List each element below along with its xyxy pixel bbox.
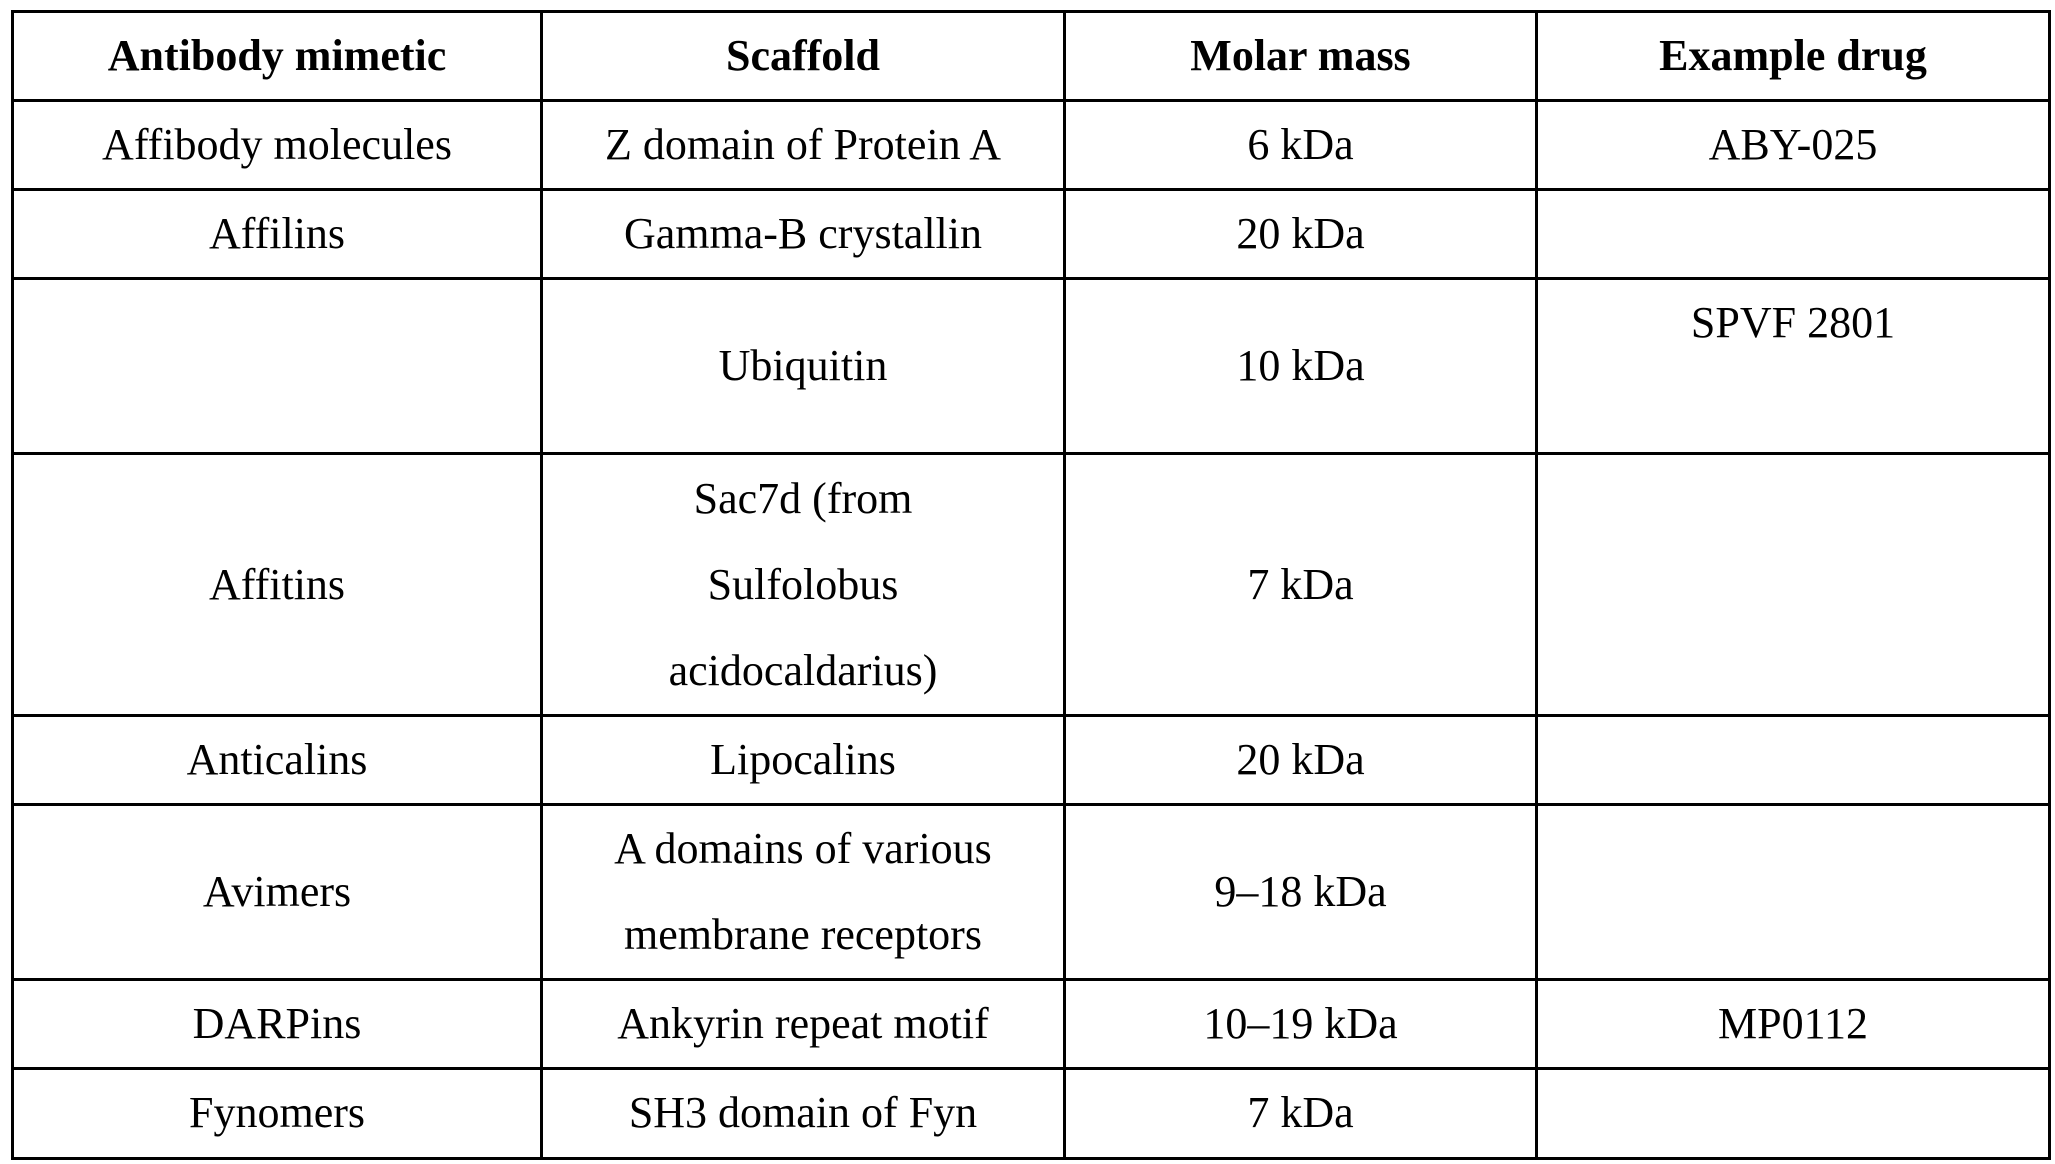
cell-drug: [1535, 714, 2051, 806]
cell-drug: [1535, 188, 2051, 280]
scaffold-line: membrane receptors: [624, 910, 982, 959]
cell-mass: 6 kDa: [1063, 99, 1538, 191]
table-row: Fynomers SH3 domain of Fyn 7 kDa: [11, 1067, 2051, 1160]
scaffold-line: SH3 domain of Fyn: [628, 1088, 978, 1137]
cell-mimetic: Fynomers: [11, 1067, 543, 1160]
cell-scaffold: Lipocalins: [540, 714, 1066, 806]
cell-drug: MP0112: [1535, 978, 2051, 1070]
table-row: Affitins Sac7d (from Sulfolobus acidocal…: [11, 452, 2051, 717]
cell-mass: 10 kDa: [1063, 277, 1538, 455]
scaffold-line: Sulfolobus: [707, 559, 899, 609]
scaffold-line: A domains of various: [614, 824, 992, 873]
scaffold-line: Ubiquitin: [718, 341, 888, 390]
scaffold-line: Z domain of Protein A: [605, 120, 1001, 169]
antibody-mimetics-table: Antibody mimetic Scaffold Molar mass Exa…: [11, 10, 2051, 1160]
cell-mass: 10–19 kDa: [1063, 978, 1538, 1070]
cell-mimetic: DARPins: [11, 978, 543, 1070]
cell-scaffold: Gamma-B crystallin: [540, 188, 1066, 280]
cell-drug: [1535, 452, 2051, 717]
cell-mimetic: Affilins: [11, 188, 543, 280]
table-row: Anticalins Lipocalins 20 kDa: [11, 714, 2051, 806]
scaffold-line: Lipocalins: [710, 735, 896, 784]
cell-scaffold: Ubiquitin: [540, 277, 1066, 455]
cell-scaffold: Ankyrin repeat motif: [540, 978, 1066, 1070]
table-row: Affibody molecules Z domain of Protein A…: [11, 99, 2051, 191]
header-antibody-mimetic: Antibody mimetic: [11, 10, 543, 102]
scaffold-line: Ankyrin repeat motif: [617, 999, 989, 1048]
cell-mass: 20 kDa: [1063, 188, 1538, 280]
header-scaffold: Scaffold: [540, 10, 1066, 102]
cell-scaffold: Sac7d (from Sulfolobus acidocaldarius): [540, 452, 1066, 717]
cell-scaffold: A domains of various membrane receptors: [540, 803, 1066, 981]
table-header-row: Antibody mimetic Scaffold Molar mass Exa…: [11, 10, 2051, 102]
cell-scaffold: Z domain of Protein A: [540, 99, 1066, 191]
table-row: Ubiquitin 10 kDa SPVF 2801: [11, 277, 2051, 455]
header-molar-mass: Molar mass: [1063, 10, 1538, 102]
scaffold-line: acidocaldarius): [668, 645, 938, 695]
cell-mass: 7 kDa: [1063, 1067, 1538, 1160]
cell-mass: 9–18 kDa: [1063, 803, 1538, 981]
cell-drug: SPVF 2801: [1535, 277, 2051, 455]
cell-mimetic: [11, 277, 543, 455]
table-row: DARPins Ankyrin repeat motif 10–19 kDa M…: [11, 978, 2051, 1070]
cell-drug: [1535, 803, 2051, 981]
scaffold-line: Gamma-B crystallin: [623, 209, 982, 258]
cell-mimetic: Affibody molecules: [11, 99, 543, 191]
cell-drug: [1535, 1067, 2051, 1160]
scaffold-line: Sac7d (from: [693, 473, 913, 523]
table-row: Affilins Gamma-B crystallin 20 kDa: [11, 188, 2051, 280]
cell-mimetic: Affitins: [11, 452, 543, 717]
cell-drug: ABY-025: [1535, 99, 2051, 191]
antibody-mimetics-table-container: Antibody mimetic Scaffold Molar mass Exa…: [11, 10, 2051, 1160]
cell-mimetic: Anticalins: [11, 714, 543, 806]
cell-mass: 20 kDa: [1063, 714, 1538, 806]
table-row: Avimers A domains of various membrane re…: [11, 803, 2051, 981]
header-example-drug: Example drug: [1535, 10, 2051, 102]
cell-mimetic: Avimers: [11, 803, 543, 981]
cell-scaffold: SH3 domain of Fyn: [540, 1067, 1066, 1160]
cell-mass: 7 kDa: [1063, 452, 1538, 717]
